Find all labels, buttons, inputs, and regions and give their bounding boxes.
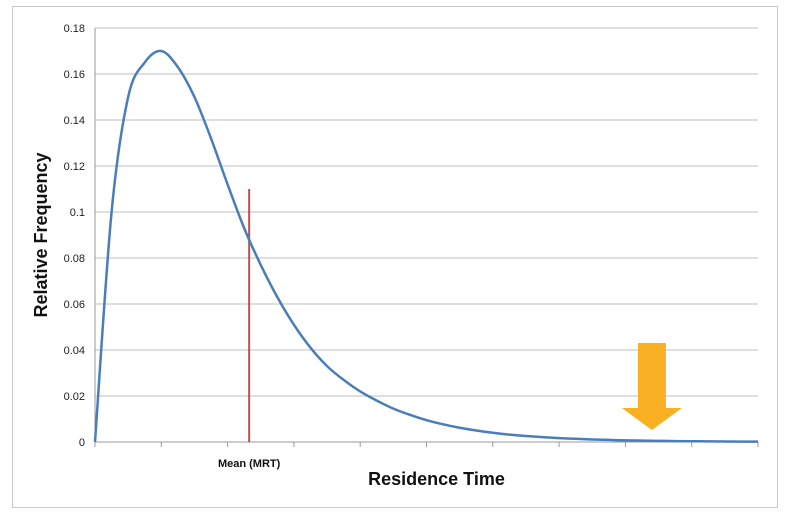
y-tick-label: 0.14 (64, 115, 85, 127)
y-tick-label: 0.18 (64, 23, 85, 35)
grid-lines (95, 27, 758, 397)
y-tick-label: 0 (79, 437, 85, 449)
y-tick-label: 0.12 (64, 161, 85, 173)
series-curve (93, 49, 759, 443)
y-tick-label: 0.1 (70, 207, 85, 219)
y-tick-label: 0.08 (64, 253, 85, 265)
x-tick-marks (94, 442, 759, 447)
y-axis-label: Relative Frequency (31, 152, 51, 317)
tail-arrow-icon (621, 343, 682, 430)
x-axis-label: Residence Time (368, 469, 505, 489)
chart: 0 0.02 0.04 0.06 0.08 0.1 0.12 0.14 0.16 0.18 Mea… (31, 23, 759, 489)
y-tick-labels: 0 0.02 0.04 0.06 0.08 0.1 0.12 0.14 0.16 0.18 (64, 23, 85, 449)
chart-frame: 0 0.02 0.04 0.06 0.08 0.1 0.12 0.14 0.16 0.18 Mea… (12, 6, 778, 508)
y-tick-label: 0.04 (64, 345, 85, 357)
y-tick-label: 0.02 (64, 391, 85, 403)
mean-mrt-label: Mean (MRT) (218, 458, 281, 470)
y-tick-label: 0.06 (64, 299, 85, 311)
y-tick-label: 0.16 (64, 69, 85, 81)
